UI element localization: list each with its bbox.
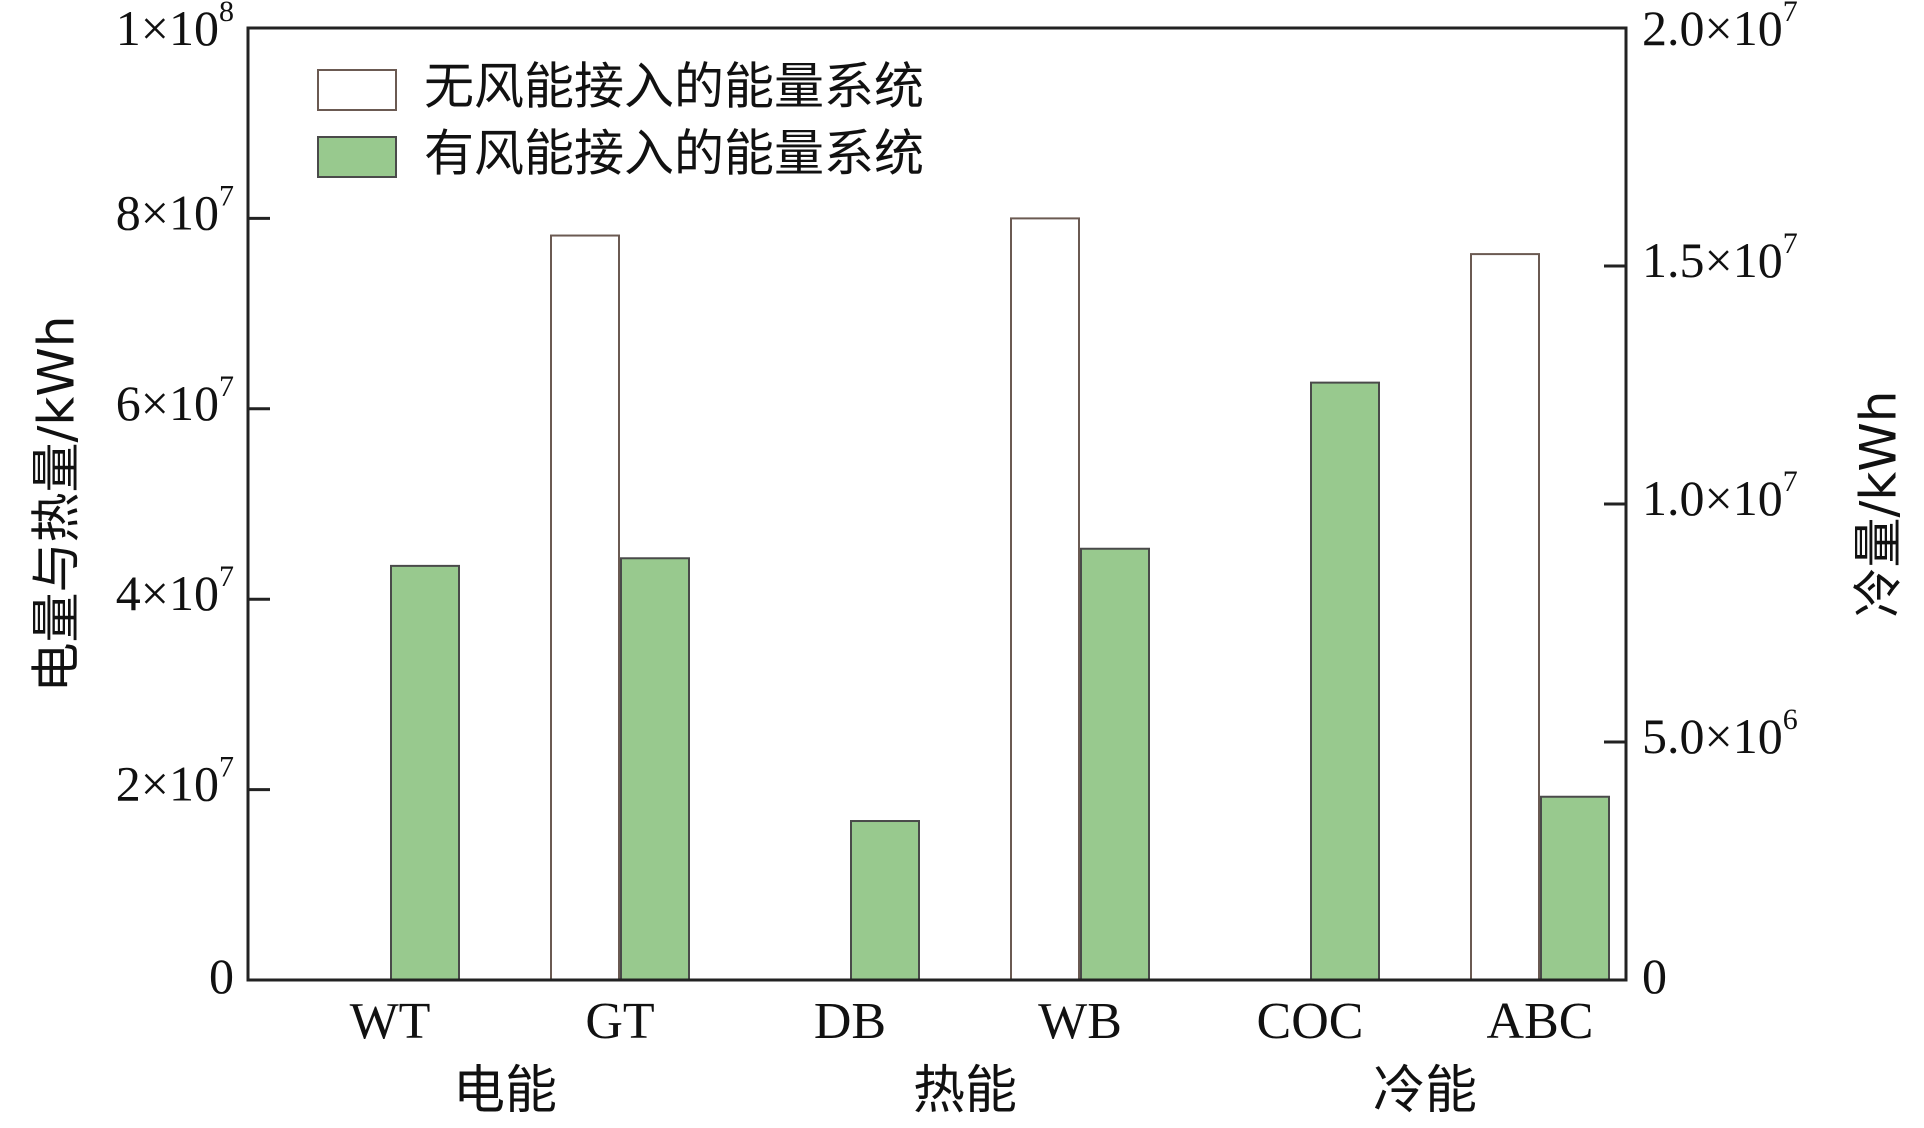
- left-tick-label: 0: [209, 948, 234, 1004]
- group-label-2: 热能: [913, 1061, 1017, 1121]
- left-tick-label: 8×107: [116, 179, 234, 241]
- group-label-1: 电能: [453, 1061, 557, 1121]
- right-tick-label: 2.0×107: [1642, 0, 1798, 56]
- legend: 无风能接入的能量系统 有风能接入的能量系统: [317, 58, 924, 183]
- bar-wb-series-2: [1080, 547, 1150, 982]
- right-tick-label: 1.0×107: [1642, 465, 1798, 527]
- bar-gt-series-2: [620, 557, 690, 981]
- bar-coc-series-2: [1310, 381, 1380, 981]
- category-labels: WT GT DB WB COC ABC: [350, 993, 1594, 1050]
- right-axis: 0 5.0×106 1.0×107 1.5×107 2.0×107: [1604, 0, 1798, 1004]
- left-axis: 0 2×107 4×107 6×107 8×107 1×108: [116, 0, 270, 1004]
- legend-swatch-with-wind: [317, 136, 397, 178]
- left-tick-label: 4×107: [116, 560, 234, 622]
- group-labels: 电能 热能 冷能: [453, 1061, 1477, 1121]
- bar-wt-series-2: [390, 564, 460, 981]
- category-label-wb: WB: [1038, 993, 1122, 1050]
- legend-label-no-wind: 无风能接入的能量系统: [424, 58, 924, 116]
- bar-abc-series-2: [1540, 795, 1610, 981]
- legend-label-with-wind: 有风能接入的能量系统: [424, 125, 924, 183]
- left-tick-label: 6×107: [116, 370, 234, 432]
- bar-abc-series-1: [1470, 253, 1540, 982]
- category-label-abc: ABC: [1487, 993, 1594, 1050]
- left-axis-title: 电量与热量/kWh: [28, 316, 86, 693]
- right-axis-title: 冷量/kWh: [1850, 391, 1908, 618]
- bar-wb-series-1: [1010, 217, 1080, 981]
- right-tick-label: 5.0×106: [1642, 703, 1798, 765]
- category-label-coc: COC: [1257, 993, 1364, 1050]
- category-label-wt: WT: [350, 993, 431, 1050]
- legend-swatch-no-wind: [317, 69, 397, 111]
- left-tick-label: 2×107: [116, 750, 234, 812]
- bars-layer: [390, 217, 1610, 982]
- right-tick-label: 1.5×107: [1642, 227, 1798, 289]
- bar-gt-series-1: [550, 234, 620, 981]
- category-label-gt: GT: [585, 993, 654, 1050]
- left-tick-label: 1×108: [116, 0, 234, 56]
- category-label-db: DB: [814, 993, 886, 1050]
- group-label-3: 冷能: [1373, 1061, 1477, 1121]
- right-tick-label: 0: [1642, 948, 1667, 1004]
- bar-db-series-2: [850, 820, 920, 981]
